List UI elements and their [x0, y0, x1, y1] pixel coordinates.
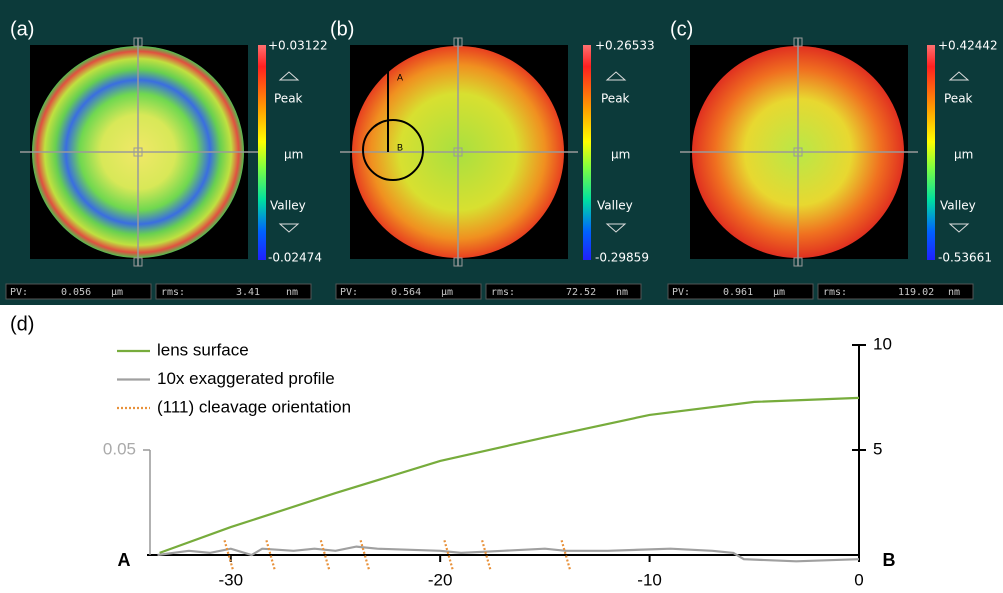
figure: (a) +0.03122 Peak µm Valley -0.02474 PV: 0.056 µ… [0, 0, 1003, 593]
rms-value: 72.52 [566, 287, 596, 298]
y-tick-label: 0.05 [103, 439, 136, 458]
pv-label: PV: [10, 287, 28, 298]
rms-unit: nm [286, 287, 298, 298]
pv-label: PV: [672, 287, 690, 298]
series-line [160, 398, 859, 553]
scale-max: +0.26533 [595, 39, 655, 53]
x-tick-label: -20 [428, 570, 453, 589]
rms-unit: nm [616, 287, 628, 298]
pv-label: PV: [340, 287, 358, 298]
pv-unit: µm [441, 287, 453, 298]
panels: (a) +0.03122 Peak µm Valley -0.02474 PV: 0.056 µ… [6, 18, 998, 299]
rms-value: 119.02 [898, 287, 934, 298]
x-tick-label: -10 [637, 570, 662, 589]
unit-label: µm [284, 148, 303, 162]
annotation: B [397, 142, 403, 152]
scale-min: -0.29859 [595, 251, 649, 265]
scale-max: +0.03122 [268, 39, 328, 53]
rms-unit: nm [948, 287, 960, 298]
rms-value: 3.41 [236, 287, 260, 298]
pv-unit: µm [773, 287, 785, 298]
series-line [158, 547, 860, 562]
end-label: B [883, 550, 896, 570]
valley-label: Valley [597, 199, 633, 213]
peak-label: Peak [944, 92, 973, 106]
legend-label: 10x exaggerated profile [157, 369, 335, 388]
color-bar [927, 45, 935, 260]
pv-value: 0.564 [391, 287, 421, 298]
pv-value: 0.056 [61, 287, 91, 298]
y2-tick-label: 5 [873, 439, 882, 458]
color-bar [583, 45, 591, 260]
unit-label: µm [611, 148, 630, 162]
valley-label: Valley [270, 199, 306, 213]
scale-max: +0.42442 [938, 39, 998, 53]
scale-min: -0.53661 [938, 251, 992, 265]
chart: (d) -30 -20 -10 0 A B 0.05 5 10 lens surface 10x ex… [10, 313, 896, 589]
start-label: A [118, 550, 131, 570]
y2-tick-label: 10 [873, 334, 892, 353]
legend-label: lens surface [157, 340, 249, 359]
peak-label: Peak [274, 92, 303, 106]
panel-label: (a) [10, 18, 34, 40]
rms-label: rms: [823, 287, 847, 298]
rms-label: rms: [491, 287, 515, 298]
unit-label: µm [954, 148, 973, 162]
pv-unit: µm [111, 287, 123, 298]
panel-label: (d) [10, 313, 34, 335]
x-tick-label: -30 [218, 570, 243, 589]
pv-value: 0.961 [723, 287, 753, 298]
x-tick-label: 0 [854, 570, 863, 589]
legend-label: (111) cleavage orientation [157, 397, 351, 416]
panel-label: (c) [670, 18, 693, 40]
panel-label: (b) [330, 18, 354, 40]
color-bar [258, 45, 266, 260]
valley-label: Valley [940, 199, 976, 213]
rms-label: rms: [161, 287, 185, 298]
peak-label: Peak [601, 92, 630, 106]
scale-min: -0.02474 [268, 251, 322, 265]
annotation: A [397, 72, 403, 82]
